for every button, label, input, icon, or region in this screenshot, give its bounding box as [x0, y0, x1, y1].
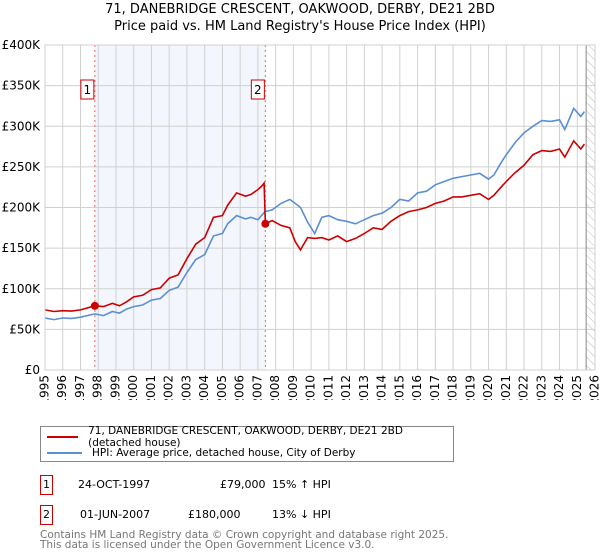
- x-tick-label: 1995: [38, 375, 52, 400]
- x-tick-label: 2024: [552, 375, 566, 400]
- x-tick-label: 2006: [233, 375, 247, 400]
- x-tick-label: 2011: [321, 375, 335, 400]
- price-chart: 1995 1996 1997 1998 1999 2000 2001 2002 2003 2004…: [2, 38, 600, 400]
- transaction-row: 2 01-JUN-2007 £180,000 13% ↓ HPI: [40, 505, 540, 525]
- y-tick-label: £250K: [2, 160, 42, 174]
- x-tick-label: 1996: [55, 375, 69, 400]
- y-tick-label: £50K: [9, 322, 41, 336]
- x-tick-label: 2016: [410, 375, 424, 400]
- y-tick-label: £150K: [2, 241, 42, 255]
- x-tick-label: 2000: [126, 375, 140, 400]
- x-tick-label: 2018: [446, 375, 460, 400]
- x-tick-label: 2003: [179, 375, 193, 400]
- transaction-date: 01-JUN-2007: [80, 508, 151, 521]
- legend-label: 71, DANEBRIDGE CRESCENT, OAKWOOD, DERBY,…: [88, 425, 403, 449]
- blue-line-icon: [47, 452, 82, 454]
- x-tick-label: 2012: [339, 375, 353, 400]
- x-tick-label: 2025: [570, 375, 584, 400]
- x-tick-label: 2007: [250, 375, 264, 400]
- footer: Contains HM Land Registry data © Crown c…: [40, 529, 449, 551]
- x-tick-label: 2010: [304, 375, 318, 400]
- transaction-price: £79,000: [220, 478, 266, 491]
- x-tick-label: 2013: [357, 375, 371, 400]
- red-line-icon: [47, 436, 79, 438]
- sale-badge: [80, 79, 95, 100]
- sale-badge-label: 2: [254, 83, 262, 97]
- x-tick-label: 2014: [375, 375, 389, 400]
- transaction-row: 1 24-OCT-1997 £79,000 15% ↑ HPI: [40, 475, 540, 495]
- plot-border: [44, 44, 596, 371]
- transaction-price: £180,000: [188, 508, 241, 521]
- x-tick-label: 2002: [162, 375, 176, 400]
- sale-point: [90, 301, 99, 310]
- x-tick-label: 1999: [108, 375, 122, 400]
- chart-subtitle: Price paid vs. HM Land Registry's House …: [114, 19, 486, 34]
- marker-badge: 1: [40, 475, 53, 495]
- copyright-text: Contains HM Land Registry data © Crown c…: [40, 529, 449, 541]
- marker-badge: 2: [40, 505, 53, 525]
- y-tick-label: £300K: [2, 119, 42, 133]
- x-tick-label: 2008: [268, 375, 282, 400]
- x-tick-label: 1998: [91, 375, 105, 400]
- y-tick-label: £100K: [2, 282, 42, 296]
- legend: 71, DANEBRIDGE CRESCENT, OAKWOOD, DERBY,…: [40, 425, 454, 462]
- transaction-date: 24-OCT-1997: [78, 478, 151, 491]
- transaction-hpi: 13% ↓ HPI: [272, 508, 331, 521]
- x-tick-label: 2019: [463, 375, 477, 400]
- sale-badge: [250, 79, 265, 100]
- transaction-hpi: 15% ↑ HPI: [272, 478, 331, 491]
- x-tick-label: 2020: [481, 375, 495, 400]
- property-price-line: [44, 139, 586, 313]
- x-tick-label: 2021: [499, 375, 513, 400]
- legend-label: HPI: Average price, detached house, City…: [92, 447, 356, 459]
- x-tick-label: 2026: [588, 375, 600, 400]
- x-tick-label: 2005: [215, 375, 229, 400]
- x-tick-label: 2015: [392, 375, 406, 400]
- legend-item-hpi: HPI: Average price, detached house, City…: [47, 446, 355, 460]
- x-tick-label: 2004: [197, 375, 211, 400]
- y-tick-label: £350K: [2, 79, 42, 93]
- y-tick-label: £200K: [2, 201, 42, 215]
- y-tick-label: £0: [25, 363, 40, 377]
- x-tick-label: 2001: [144, 375, 158, 400]
- x-tick-label: 2009: [286, 375, 300, 400]
- x-tick-label: 2017: [428, 375, 442, 400]
- license-text: This data is licensed under the Open Gov…: [40, 539, 375, 551]
- chart-title: 71, DANEBRIDGE CRESCENT, OAKWOOD, DERBY,…: [105, 2, 495, 17]
- legend-item-property: 71, DANEBRIDGE CRESCENT, OAKWOOD, DERBY,…: [47, 425, 453, 449]
- x-tick-label: 2022: [517, 375, 531, 400]
- x-tick-label: 1997: [73, 375, 87, 400]
- sale-badge-label: 1: [84, 83, 92, 97]
- hpi-line: [44, 106, 586, 321]
- y-tick-label: £400K: [2, 38, 42, 52]
- sale-point: [261, 219, 270, 228]
- x-tick-label: 2023: [534, 375, 548, 400]
